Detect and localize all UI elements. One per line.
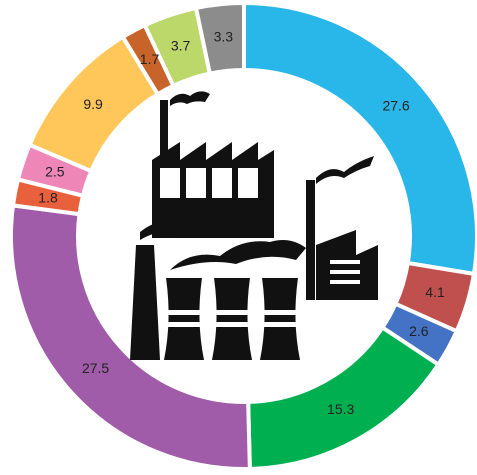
data-label: 2.6 bbox=[409, 323, 429, 339]
slice bbox=[9, 203, 252, 471]
data-label: 27.5 bbox=[82, 360, 109, 376]
data-label: 1.7 bbox=[140, 51, 160, 67]
data-label: 2.5 bbox=[45, 163, 65, 179]
factory-icon bbox=[130, 91, 378, 360]
data-label: 3.3 bbox=[214, 28, 234, 44]
slice bbox=[193, 0, 246, 76]
data-label: 1.8 bbox=[38, 189, 58, 205]
data-label: 3.7 bbox=[171, 38, 191, 54]
slice bbox=[242, 0, 477, 277]
data-label: 15.3 bbox=[327, 401, 354, 417]
data-label: 27.6 bbox=[382, 98, 409, 114]
donut bbox=[9, 0, 477, 471]
data-label: 9.9 bbox=[83, 96, 103, 112]
data-labels: 27.6 4.1 2.6 15.3 27.5 1.8 2.5 9.9 1.7 3.7 3.3 bbox=[38, 28, 445, 417]
data-label: 4.1 bbox=[425, 284, 445, 300]
